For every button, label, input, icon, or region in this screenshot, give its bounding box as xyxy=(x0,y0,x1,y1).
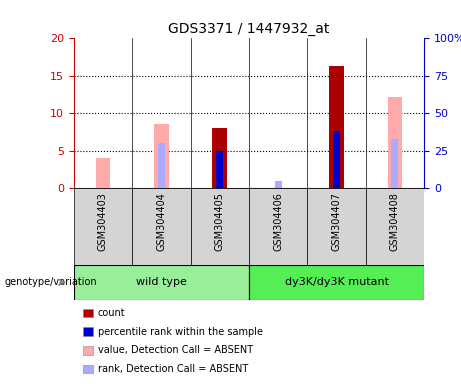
Text: GSM304407: GSM304407 xyxy=(331,192,342,251)
Text: GSM304405: GSM304405 xyxy=(215,192,225,251)
Text: wild type: wild type xyxy=(136,277,187,287)
Bar xyxy=(249,265,424,300)
Bar xyxy=(213,127,227,188)
Text: genotype/variation: genotype/variation xyxy=(5,277,97,287)
Bar xyxy=(329,66,344,188)
Bar xyxy=(74,265,249,300)
Bar xyxy=(190,188,249,265)
Text: dy3K/dy3K mutant: dy3K/dy3K mutant xyxy=(284,277,389,287)
Bar xyxy=(74,188,132,265)
Bar xyxy=(275,181,282,188)
Bar xyxy=(158,143,165,188)
Bar xyxy=(95,158,110,188)
Bar xyxy=(216,151,223,188)
Text: GSM304408: GSM304408 xyxy=(390,192,400,251)
Bar xyxy=(307,188,366,265)
Bar xyxy=(154,124,169,188)
Bar xyxy=(366,188,424,265)
Bar xyxy=(388,97,402,188)
Text: value, Detection Call = ABSENT: value, Detection Call = ABSENT xyxy=(98,345,253,355)
Text: rank, Detection Call = ABSENT: rank, Detection Call = ABSENT xyxy=(98,364,248,374)
Text: GSM304406: GSM304406 xyxy=(273,192,283,251)
Bar xyxy=(333,131,340,188)
Bar xyxy=(249,188,307,265)
Text: count: count xyxy=(98,308,125,318)
Bar xyxy=(391,139,398,188)
Text: GSM304403: GSM304403 xyxy=(98,192,108,251)
Bar xyxy=(132,188,190,265)
Title: GDS3371 / 1447932_at: GDS3371 / 1447932_at xyxy=(168,22,330,36)
Text: GSM304404: GSM304404 xyxy=(156,192,166,251)
Text: percentile rank within the sample: percentile rank within the sample xyxy=(98,326,263,336)
